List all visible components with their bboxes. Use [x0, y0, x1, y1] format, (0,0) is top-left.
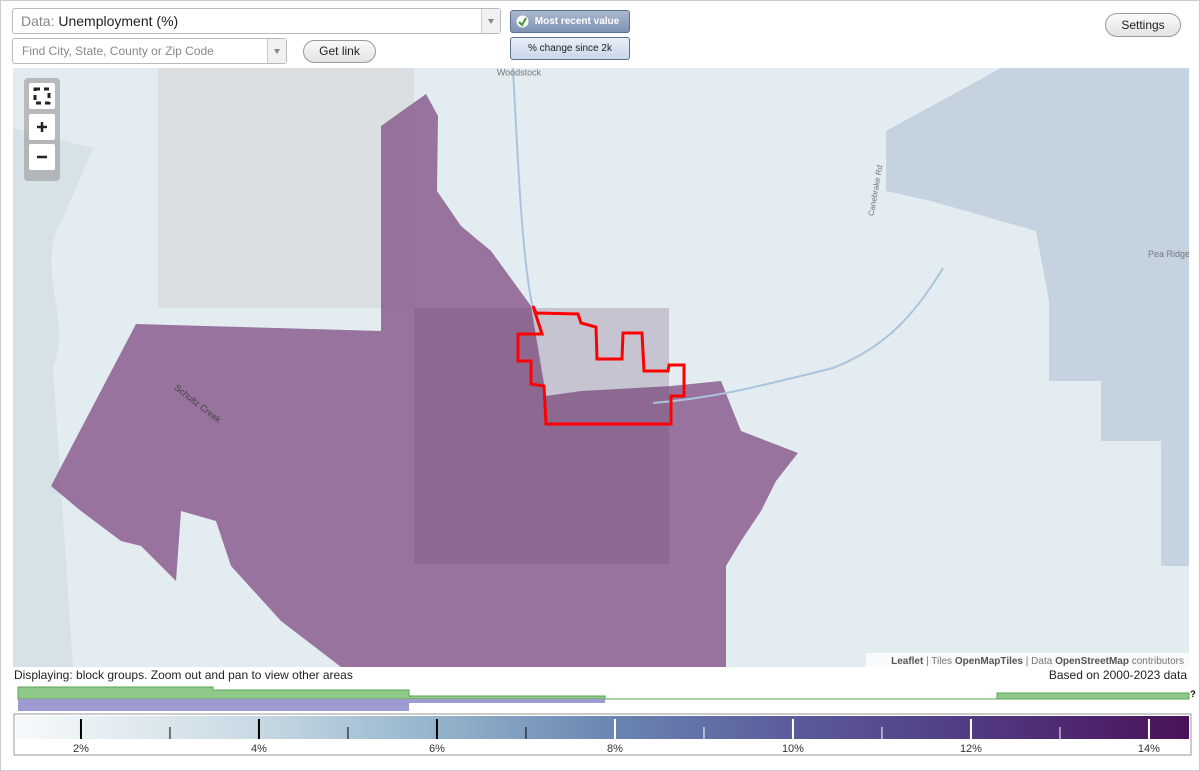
tick-label: 8%	[607, 743, 623, 755]
map[interactable]: Woodstock Schultz Creek Pea Ridge Canebr…	[13, 68, 1189, 667]
dark-tract	[414, 308, 669, 564]
purple-tracts	[51, 94, 798, 667]
attr-text: | Data	[1026, 656, 1053, 667]
tick-label: 12%	[960, 743, 982, 755]
attribution: Leaflet | Tiles OpenMapTiles | Data Open…	[891, 656, 1184, 667]
data-years: Based on 2000-2023 data	[1048, 668, 1187, 682]
search-arrow[interactable]	[267, 39, 286, 63]
histogram-purple	[18, 699, 605, 711]
fullscreen-icon	[33, 87, 51, 105]
data-label: Data:	[21, 13, 55, 29]
data-select[interactable]: Data: Unemployment (%)	[12, 8, 501, 34]
check-icon	[516, 15, 529, 28]
place-label: Woodstock	[497, 68, 542, 77]
pct-change-button[interactable]: % change since 2k	[510, 37, 630, 60]
attr-link[interactable]: OpenMapTiles	[955, 656, 1024, 667]
settings-button[interactable]: Settings	[1105, 13, 1181, 37]
attr-text: | Tiles	[926, 656, 952, 667]
attr-link[interactable]: OpenStreetMap	[1055, 656, 1129, 667]
tick-label: 2%	[73, 743, 89, 755]
color-scale	[16, 716, 1189, 739]
search-placeholder: Find City, State, County or Zip Code	[22, 44, 214, 58]
attr-link[interactable]: Leaflet	[891, 656, 924, 667]
legend: ? 2% 4% 6% 8% 10% 12% 14%	[13, 686, 1196, 756]
selected-area[interactable]	[516, 305, 686, 426]
tick-label: 6%	[429, 743, 445, 755]
plus-icon	[37, 122, 47, 132]
get-link-button[interactable]: Get link	[303, 40, 376, 63]
status-text: Displaying: block groups. Zoom out and p…	[14, 668, 353, 682]
tick-label: 4%	[251, 743, 267, 755]
most-recent-label: Most recent value	[534, 16, 620, 27]
gray-tract	[158, 68, 414, 308]
attribution-bg	[866, 653, 1189, 667]
fullscreen-button[interactable]	[29, 83, 55, 109]
histogram-green	[17, 686, 1190, 700]
attr-text: contributors	[1132, 656, 1184, 667]
tick-label: 10%	[782, 743, 804, 755]
land-tint	[13, 128, 93, 667]
river	[512, 68, 944, 404]
unknown-marker: ?	[1190, 689, 1196, 699]
blue-tract	[886, 68, 1189, 566]
data-value: Unemployment (%)	[58, 13, 179, 29]
search-box[interactable]: Find City, State, County or Zip Code	[12, 38, 287, 64]
most-recent-button[interactable]: Most recent value	[510, 10, 630, 33]
tick-label: 14%	[1138, 743, 1160, 755]
place-label: Pea Ridge	[1148, 249, 1189, 259]
select-arrow[interactable]	[481, 9, 500, 33]
